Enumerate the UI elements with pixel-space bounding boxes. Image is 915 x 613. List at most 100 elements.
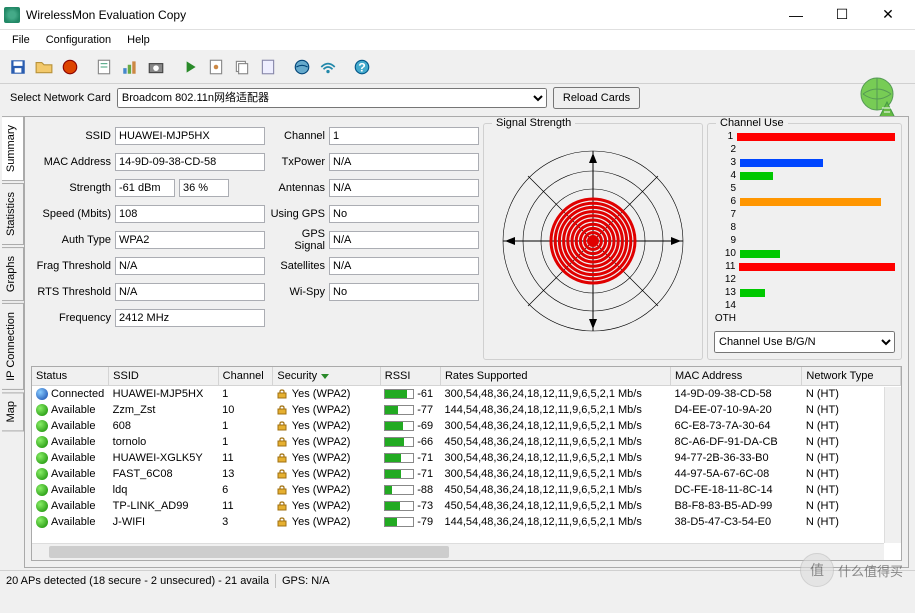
- table-scrollbar-v[interactable]: [884, 387, 901, 543]
- table-header[interactable]: Security: [273, 367, 380, 386]
- preferences-icon[interactable]: [256, 55, 280, 79]
- strength-pct-field[interactable]: [179, 179, 229, 197]
- gps-label: Using GPS: [269, 208, 325, 220]
- auth-field[interactable]: [115, 231, 265, 249]
- table-row[interactable]: Available6081 Yes (WPA2)-69300,54,48,36,…: [32, 418, 901, 434]
- netcard-row: Select Network Card Broadcom 802.11n网络适配…: [0, 84, 915, 112]
- wifi-icon[interactable]: [316, 55, 340, 79]
- reload-cards-button[interactable]: Reload Cards: [553, 87, 640, 109]
- freq-label: Frequency: [31, 312, 111, 324]
- snapshot-icon[interactable]: [144, 55, 168, 79]
- menu-help[interactable]: Help: [119, 32, 158, 48]
- tab-ip-connection[interactable]: IP Connection: [2, 303, 24, 390]
- channel-bar: 3: [714, 156, 895, 169]
- table-row[interactable]: AvailableZzm_Zst10 Yes (WPA2)-77144,54,4…: [32, 402, 901, 418]
- table-header[interactable]: RSSI: [380, 367, 440, 386]
- table-header[interactable]: MAC Address: [670, 367, 801, 386]
- channel-field[interactable]: [329, 127, 479, 145]
- channel-use-select[interactable]: Channel Use B/G/N: [714, 331, 895, 353]
- auth-label: Auth Type: [31, 234, 111, 246]
- channel-bar: 4: [714, 169, 895, 182]
- field-column-2: Channel TxPower Antennas Using GPS GPS S…: [269, 123, 479, 360]
- menu-configuration[interactable]: Configuration: [38, 32, 119, 48]
- table-row[interactable]: Availabletornolo1 Yes (WPA2)-66450,54,48…: [32, 434, 901, 450]
- config-icon[interactable]: [204, 55, 228, 79]
- svg-text:?: ?: [358, 60, 366, 74]
- netcard-select[interactable]: Broadcom 802.11n网络适配器: [117, 88, 547, 108]
- channel-bar: 2: [714, 143, 895, 156]
- field-column-1: SSID MAC Address Strength Speed (Mbits) …: [31, 123, 265, 360]
- save-icon[interactable]: [6, 55, 30, 79]
- channel-bar: 12: [714, 273, 895, 286]
- netcard-label: Select Network Card: [10, 92, 111, 104]
- channel-bar: 9: [714, 234, 895, 247]
- play-icon[interactable]: [178, 55, 202, 79]
- window-title: WirelessMon Evaluation Copy: [26, 8, 773, 22]
- table-row[interactable]: ConnectedHUAWEI-MJP5HX1 Yes (WPA2)-61300…: [32, 386, 901, 402]
- sat-label: Satellites: [269, 260, 325, 272]
- channel-bar: 7: [714, 208, 895, 221]
- minimize-button[interactable]: ―: [773, 0, 819, 30]
- antennas-field[interactable]: [329, 179, 479, 197]
- gps-field[interactable]: [329, 205, 479, 223]
- ssid-field[interactable]: [115, 127, 265, 145]
- txpower-field[interactable]: [329, 153, 479, 171]
- table-scrollbar-h[interactable]: [32, 543, 884, 560]
- table-row[interactable]: AvailableTP-LINK_AD9911 Yes (WPA2)-73450…: [32, 498, 901, 514]
- globe-logo-icon: [857, 74, 905, 122]
- sat-field[interactable]: [329, 257, 479, 275]
- strength-label: Strength: [31, 182, 111, 194]
- table-header[interactable]: SSID: [109, 367, 219, 386]
- log-icon[interactable]: [92, 55, 116, 79]
- channel-title: Channel Use: [716, 117, 788, 129]
- folder-icon[interactable]: [32, 55, 56, 79]
- table-header[interactable]: Channel: [218, 367, 273, 386]
- chart-icon[interactable]: [118, 55, 142, 79]
- table-row[interactable]: AvailableFAST_6C0813 Yes (WPA2)-71300,54…: [32, 466, 901, 482]
- rts-field[interactable]: [115, 283, 265, 301]
- globe-small-icon[interactable]: [290, 55, 314, 79]
- table-header[interactable]: Network Type: [802, 367, 901, 386]
- tab-statistics[interactable]: Statistics: [2, 183, 24, 245]
- copy-icon[interactable]: [230, 55, 254, 79]
- signal-strength-panel: Signal Strength: [483, 123, 703, 360]
- menu-file[interactable]: File: [4, 32, 38, 48]
- gpssig-label: GPS Signal: [269, 228, 325, 252]
- signal-title: Signal Strength: [492, 117, 575, 129]
- maximize-button[interactable]: ☐: [819, 0, 865, 30]
- table-header[interactable]: Rates Supported: [440, 367, 670, 386]
- ap-table: StatusSSIDChannelSecurityRSSIRates Suppo…: [31, 366, 902, 561]
- speed-field[interactable]: [115, 205, 265, 223]
- channel-bar: 11: [714, 260, 895, 273]
- tab-graphs[interactable]: Graphs: [2, 247, 24, 301]
- channel-bar: OTH: [714, 312, 895, 325]
- app-icon: [4, 7, 20, 23]
- channel-bar: 1: [714, 130, 895, 143]
- record-icon[interactable]: [58, 55, 82, 79]
- status-aps: 20 APs detected (18 secure - 2 unsecured…: [6, 575, 269, 587]
- table-row[interactable]: Availableldq6 Yes (WPA2)-88450,54,48,36,…: [32, 482, 901, 498]
- wispy-field[interactable]: [329, 283, 479, 301]
- table-header[interactable]: Status: [32, 367, 109, 386]
- table-row[interactable]: AvailableHUAWEI-XGLK5Y11 Yes (WPA2)-7130…: [32, 450, 901, 466]
- help-icon[interactable]: ?: [350, 55, 374, 79]
- strength-dbm-field[interactable]: [115, 179, 175, 197]
- table-row[interactable]: AvailableJ-WIFI3 Yes (WPA2)-79144,54,48,…: [32, 514, 901, 530]
- mac-label: MAC Address: [31, 156, 111, 168]
- tab-summary[interactable]: Summary: [2, 116, 24, 181]
- channel-use-panel: Channel Use 1234567891011121314OTH Chann…: [707, 123, 902, 360]
- txpower-label: TxPower: [269, 156, 325, 168]
- titlebar: WirelessMon Evaluation Copy ― ☐ ✕: [0, 0, 915, 30]
- tab-map[interactable]: Map: [2, 392, 24, 431]
- mac-field[interactable]: [115, 153, 265, 171]
- signal-radar-icon: [493, 141, 693, 341]
- gpssig-field[interactable]: [329, 231, 479, 249]
- channel-bar: 8: [714, 221, 895, 234]
- channel-bar: 14: [714, 299, 895, 312]
- status-gps: GPS: N/A: [282, 575, 330, 587]
- channel-bar: 5: [714, 182, 895, 195]
- close-button[interactable]: ✕: [865, 0, 911, 30]
- frag-field[interactable]: [115, 257, 265, 275]
- freq-field[interactable]: [115, 309, 265, 327]
- wispy-label: Wi-Spy: [269, 286, 325, 298]
